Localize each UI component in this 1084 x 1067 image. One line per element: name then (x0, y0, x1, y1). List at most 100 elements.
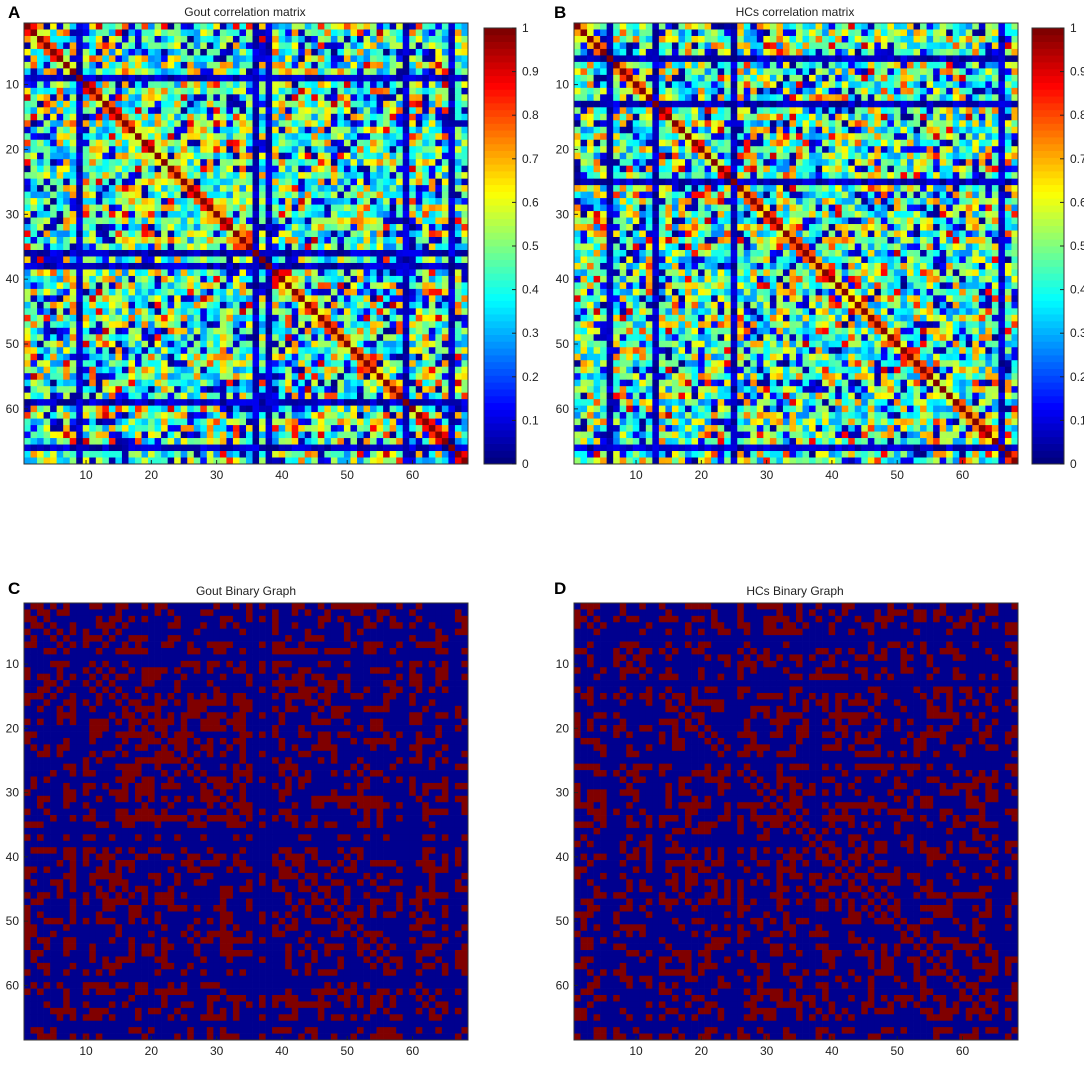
heatmap-cell (115, 211, 123, 218)
heatmap-cell (639, 29, 647, 37)
heatmap-cell (108, 373, 116, 381)
heatmap-cell (193, 81, 201, 89)
heatmap-cell (272, 113, 279, 121)
heatmap-cell (200, 23, 208, 30)
heatmap-cell (115, 61, 123, 69)
heatmap-cell (246, 23, 253, 30)
heatmap-cell (1004, 48, 1012, 56)
heatmap-cell (89, 373, 97, 381)
heatmap-cell (337, 295, 345, 303)
heatmap-cell (370, 211, 377, 218)
heatmap-cell (259, 146, 266, 154)
heatmap-cell (180, 68, 188, 76)
heatmap-cell (815, 42, 823, 50)
heatmap-cell (154, 425, 162, 432)
heatmap-cell (428, 165, 436, 173)
heatmap-cell (63, 243, 71, 251)
heatmap-cell (311, 68, 319, 76)
heatmap-cell (454, 392, 462, 400)
heatmap-cell (174, 373, 182, 381)
heatmap-cell (259, 100, 266, 108)
heatmap-cell (396, 347, 404, 355)
heatmap-cell (239, 275, 247, 283)
heatmap-cell (409, 418, 417, 426)
heatmap-cell (180, 139, 188, 147)
heatmap-cell (428, 81, 436, 89)
heatmap-cell (370, 451, 377, 458)
heatmap-cell (887, 48, 895, 56)
heatmap-cell (396, 256, 404, 264)
heatmap-cell (239, 159, 247, 167)
heatmap-cell (167, 152, 175, 160)
heatmap-cell (422, 379, 430, 387)
heatmap-cell (82, 308, 90, 316)
heatmap-cell (396, 386, 404, 394)
heatmap-cell (272, 373, 279, 381)
heatmap-cell (63, 217, 71, 225)
heatmap-cell (448, 42, 456, 50)
heatmap-cell (115, 249, 123, 257)
heatmap-cell (193, 29, 201, 37)
heatmap-cell (200, 68, 208, 76)
heatmap-cell (304, 198, 312, 205)
heatmap-cell (141, 23, 149, 30)
heatmap-cell (213, 249, 221, 257)
heatmap-cell (135, 178, 142, 186)
heatmap-cell (213, 301, 221, 309)
heatmap-cell (285, 262, 293, 270)
heatmap-cell (383, 107, 390, 115)
heatmap-cell (330, 87, 338, 95)
heatmap-cell (259, 23, 266, 30)
heatmap-cell (350, 81, 358, 89)
heatmap-cell (574, 48, 581, 56)
heatmap-cell (252, 451, 260, 458)
heatmap-cell (89, 451, 97, 458)
heatmap-cell (219, 386, 227, 394)
heatmap-cell (880, 29, 888, 37)
heatmap-cell (311, 217, 319, 225)
heatmap-cell (435, 405, 443, 413)
heatmap-cell (337, 42, 345, 50)
heatmap-cell (232, 198, 240, 205)
heatmap-cell (82, 146, 90, 154)
heatmap-cell (357, 23, 364, 30)
heatmap-cell (50, 418, 57, 426)
heatmap-cell (108, 405, 116, 413)
heatmap-cell (330, 204, 338, 212)
heatmap-cell (415, 55, 423, 63)
heatmap-cell (154, 282, 162, 290)
heatmap-cell (259, 55, 266, 63)
heatmap-cell (396, 113, 404, 121)
heatmap-cell (193, 107, 201, 115)
heatmap-cell (272, 237, 279, 244)
heatmap-cell (396, 178, 404, 186)
heatmap-cell (56, 386, 64, 394)
heatmap-cell (239, 386, 247, 394)
heatmap-cell (193, 392, 201, 400)
heatmap-cell (285, 438, 293, 445)
heatmap-cell (56, 191, 64, 199)
heatmap-cell (285, 68, 293, 76)
heatmap-cell (317, 237, 325, 244)
heatmap-cell (278, 334, 286, 342)
heatmap-cell (89, 217, 97, 225)
heatmap-cell (148, 61, 155, 69)
heatmap-cell (141, 334, 149, 342)
heatmap-cell (141, 165, 149, 173)
heatmap-cell (448, 159, 456, 167)
heatmap-cell (409, 23, 417, 30)
heatmap-cell (428, 282, 436, 290)
heatmap-cell (121, 152, 129, 160)
heatmap-cell (272, 438, 279, 445)
heatmap-cell (174, 23, 182, 30)
heatmap-cell (187, 126, 195, 134)
heatmap-cell (383, 353, 390, 361)
heatmap-cell (56, 399, 64, 406)
heatmap-cell (200, 42, 208, 50)
heatmap-cell (206, 321, 214, 329)
heatmap-cell (167, 133, 175, 141)
heatmap-cell (965, 42, 973, 50)
heatmap-cell (187, 392, 195, 400)
heatmap-cell (69, 126, 77, 134)
heatmap-cell (343, 288, 351, 296)
